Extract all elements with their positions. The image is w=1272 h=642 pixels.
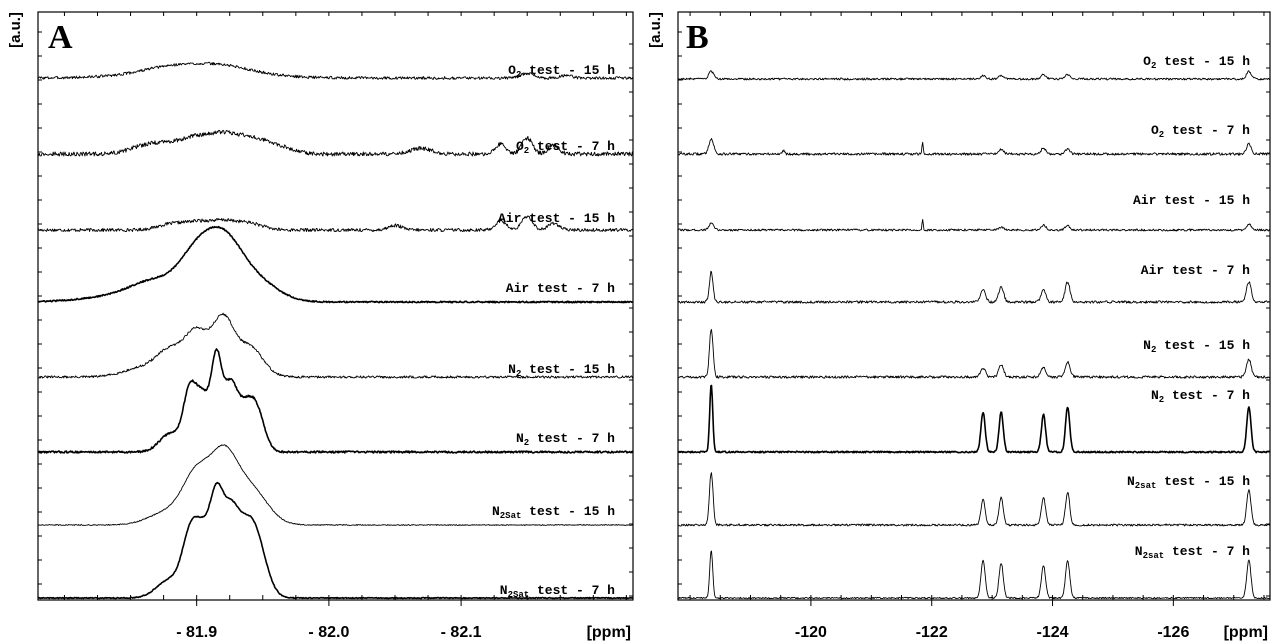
spectrum-label-subscript: 2Sat bbox=[508, 590, 530, 600]
x-tick-label: - 82.0 bbox=[308, 624, 349, 641]
spectrum-label: N2Sat test - 15 h bbox=[492, 504, 615, 521]
spectrum-trace bbox=[677, 384, 1271, 454]
panel-b: B[a.u.]-120 -122 -124 -126 [ppm]O2 test - 15… bbox=[647, 11, 1271, 641]
spectrum-label-subscript: 2sat bbox=[1135, 481, 1157, 491]
spectrum-label: O2 test - 15 h bbox=[1143, 54, 1250, 71]
spectrum-label-condition: test - 15 h bbox=[521, 362, 615, 377]
x-unit-label: [ppm] bbox=[587, 624, 631, 641]
x-tick-label: - 82.1 bbox=[441, 624, 482, 641]
plot-frame bbox=[677, 11, 1271, 601]
spectrum-label: Air test - 7 h bbox=[506, 281, 615, 296]
spectrum-label-condition: test - 15 h bbox=[1156, 474, 1250, 489]
spectrum-label-subscript: 2 bbox=[1151, 61, 1156, 71]
spectrum-label: O2 test - 15 h bbox=[508, 63, 615, 80]
spectrum-trace bbox=[37, 444, 634, 526]
spectrum-label-subscript: 2sat bbox=[1143, 551, 1165, 561]
spectrum-label-condition: test - 15 h bbox=[521, 211, 615, 226]
spectrum-label-condition: test - 15 h bbox=[1156, 193, 1250, 208]
spectrum-label-gas: N bbox=[500, 583, 508, 598]
spectrum-label: N2 test - 15 h bbox=[508, 362, 615, 379]
spectrum-label-condition: test - 7 h bbox=[1164, 544, 1250, 559]
spectrum-label-condition: test - 7 h bbox=[1164, 123, 1250, 138]
spectrum-label-condition: test - 7 h bbox=[1164, 263, 1250, 278]
spectrum-label-gas: Air bbox=[498, 211, 521, 226]
spectrum-label-gas: N bbox=[492, 504, 500, 519]
x-tick-label: - 81.9 bbox=[176, 624, 217, 641]
spectrum-label: Air test - 7 h bbox=[1141, 263, 1250, 278]
spectrum-trace bbox=[37, 61, 634, 80]
spectrum-trace bbox=[37, 215, 634, 233]
spectrum-label: Air test - 15 h bbox=[498, 211, 615, 226]
x-tick-label: -126 bbox=[1157, 624, 1189, 641]
spectrum-label-condition: test - 15 h bbox=[1156, 54, 1250, 69]
spectrum-label-subscript: 2 bbox=[524, 146, 529, 156]
spectrum-label-gas: O bbox=[516, 139, 524, 154]
x-unit-label: [ppm] bbox=[1224, 624, 1268, 641]
spectrum-label-subscript: 2 bbox=[516, 369, 521, 379]
spectrum-label-subscript: 2Sat bbox=[500, 511, 522, 521]
spectrum-trace bbox=[677, 70, 1271, 81]
spectrum-label: N2Sat test - 7 h bbox=[500, 583, 615, 600]
spectrum-label-condition: test - 7 h bbox=[1164, 388, 1250, 403]
spectrum-trace bbox=[37, 481, 634, 600]
spectrum-label-gas: Air bbox=[1133, 193, 1156, 208]
spectrum-trace bbox=[678, 138, 1271, 156]
spectrum-trace bbox=[677, 472, 1271, 527]
spectrum-label-gas: O bbox=[508, 63, 516, 78]
spectrum-label-subscript: 2 bbox=[1159, 130, 1164, 140]
panel-a: A[a.u.]- 81.9- 82.0- 82.1 [ppm]O2 test - … bbox=[7, 11, 634, 641]
spectrum-label-gas: Air bbox=[1141, 263, 1164, 278]
spectrum-label-gas: N bbox=[1135, 544, 1143, 559]
spectrum-trace bbox=[677, 550, 1271, 600]
spectrum-trace bbox=[37, 348, 634, 454]
y-unit-label: [a.u.] bbox=[647, 12, 664, 48]
spectrum-label: O2 test - 7 h bbox=[1151, 123, 1250, 140]
plot-frame bbox=[37, 11, 634, 601]
spectrum-trace bbox=[37, 129, 634, 157]
spectrum-trace bbox=[37, 312, 634, 379]
spectrum-trace bbox=[677, 270, 1271, 304]
spectrum-label: Air test - 15 h bbox=[1133, 193, 1250, 208]
spectrum-label-gas: N bbox=[1143, 338, 1151, 353]
spectrum-label-subscript: 2 bbox=[1151, 345, 1156, 355]
spectrum-label: N2 test - 15 h bbox=[1143, 338, 1250, 355]
spectrum-trace bbox=[677, 219, 1271, 232]
spectrum-label-gas: N bbox=[516, 431, 524, 446]
spectrum-label-gas: Air bbox=[506, 281, 529, 296]
spectrum-label: N2 test - 7 h bbox=[1151, 388, 1250, 405]
spectrum-label-condition: test - 15 h bbox=[1156, 338, 1250, 353]
x-tick-label: -120 bbox=[795, 624, 827, 641]
spectrum-trace bbox=[37, 225, 634, 304]
spectrum-label: N2sat test - 7 h bbox=[1135, 544, 1250, 561]
panel-letter: A bbox=[48, 19, 73, 56]
x-tick-label: -124 bbox=[1037, 624, 1069, 641]
x-tick-label: -122 bbox=[916, 624, 948, 641]
spectrum-label-condition: test - 15 h bbox=[521, 504, 615, 519]
y-unit-label: [a.u.] bbox=[7, 12, 24, 48]
spectrum-label: O2 test - 7 h bbox=[516, 139, 615, 156]
panel-letter: B bbox=[686, 19, 709, 56]
spectrum-label-gas: O bbox=[1143, 54, 1151, 69]
spectrum-label: N2sat test - 15 h bbox=[1127, 474, 1250, 491]
spectrum-label-condition: test - 7 h bbox=[529, 139, 615, 154]
spectrum-label-subscript: 2 bbox=[516, 70, 521, 80]
spectrum-label-subscript: 2 bbox=[524, 438, 529, 448]
spectrum-label-gas: N bbox=[1127, 474, 1135, 489]
spectrum-trace bbox=[677, 329, 1271, 379]
spectrum-label-gas: O bbox=[1151, 123, 1159, 138]
spectrum-label-gas: N bbox=[1151, 388, 1159, 403]
spectrum-label: N2 test - 7 h bbox=[516, 431, 615, 448]
spectrum-label-subscript: 2 bbox=[1159, 395, 1164, 405]
spectrum-label-condition: test - 7 h bbox=[529, 281, 615, 296]
spectrum-label-condition: test - 7 h bbox=[529, 583, 615, 598]
spectrum-label-condition: test - 7 h bbox=[529, 431, 615, 446]
spectrum-label-condition: test - 15 h bbox=[521, 63, 615, 78]
spectrum-label-gas: N bbox=[508, 362, 516, 377]
